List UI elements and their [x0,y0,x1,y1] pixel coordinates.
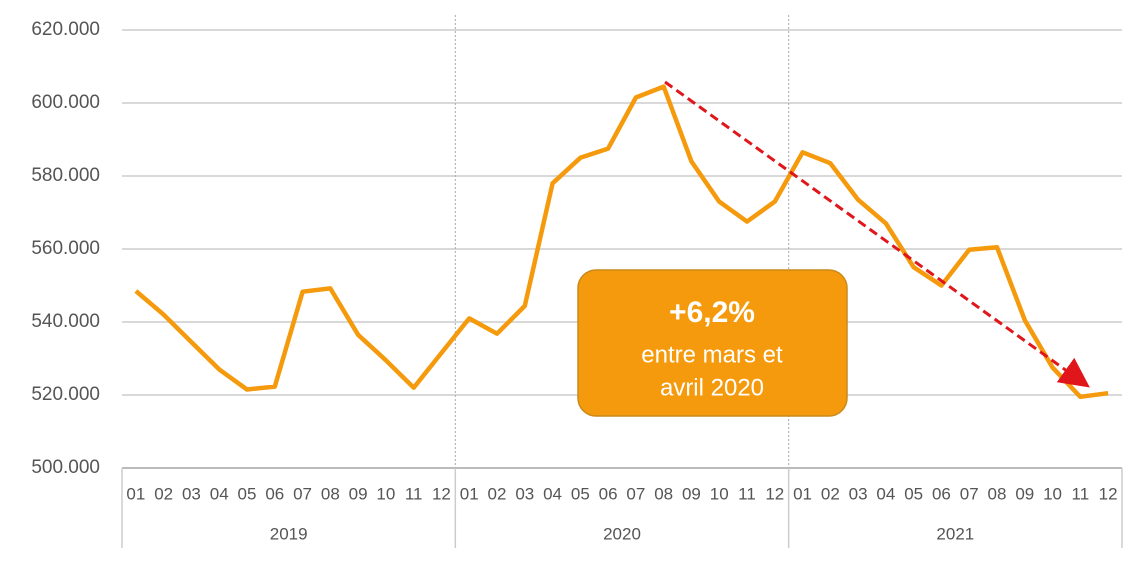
x-tick-label: 04 [876,484,895,503]
x-tick-label: 09 [682,484,701,503]
year-label: 2021 [936,524,974,543]
x-tick-label: 10 [376,484,395,503]
annotation-text: entre mars et [641,341,783,368]
y-tick-label: 580.000 [31,165,100,186]
x-tick-label: 06 [932,484,951,503]
x-tick-label: 12 [1099,484,1118,503]
x-tick-label: 08 [988,484,1007,503]
trend-arrow [664,80,1090,388]
x-tick-label: 02 [154,484,173,503]
x-tick-label: 03 [515,484,534,503]
x-tick-label: 09 [349,484,368,503]
y-tick-label: 620.000 [31,19,100,40]
year-label: 2020 [603,524,641,543]
x-tick-label: 01 [793,484,812,503]
annotation-box [577,269,848,417]
x-tick-label: 06 [599,484,618,503]
x-tick-label: 12 [432,484,451,503]
y-tick-label: 560.000 [31,238,100,259]
year-label: 2019 [270,524,308,543]
y-tick-label: 540.000 [31,311,100,332]
annotation-title: +6,2% [669,296,755,329]
x-tick-label: 10 [710,484,729,503]
x-tick-label: 07 [626,484,645,503]
x-tick-label: 08 [654,484,673,503]
x-tick-label: 11 [738,484,756,503]
x-tick-label: 03 [182,484,201,503]
y-tick-label: 520.000 [31,384,100,405]
x-tick-label: 11 [1072,484,1090,503]
y-tick-label: 500.000 [31,457,100,478]
x-tick-label: 03 [849,484,868,503]
x-tick-label: 04 [543,484,562,503]
x-tick-label: 09 [1015,484,1034,503]
x-tick-label: 01 [126,484,145,503]
x-tick-label: 07 [960,484,979,503]
x-tick-label: 04 [210,484,229,503]
x-tick-label: 06 [265,484,284,503]
x-tick-label: 08 [321,484,340,503]
x-tick-label: 02 [821,484,840,503]
x-tick-label: 10 [1043,484,1062,503]
x-tick-label: 12 [765,484,784,503]
x-tick-label: 02 [488,484,507,503]
x-tick-label: 11 [405,484,423,503]
x-tick-label: 05 [238,484,257,503]
x-tick-label: 01 [460,484,479,503]
y-tick-label: 600.000 [31,92,100,113]
x-tick-label: 05 [571,484,590,503]
x-tick-label: 05 [904,484,923,503]
annotation-text: avril 2020 [660,374,764,401]
data-line [134,84,1109,400]
x-tick-label: 07 [293,484,312,503]
